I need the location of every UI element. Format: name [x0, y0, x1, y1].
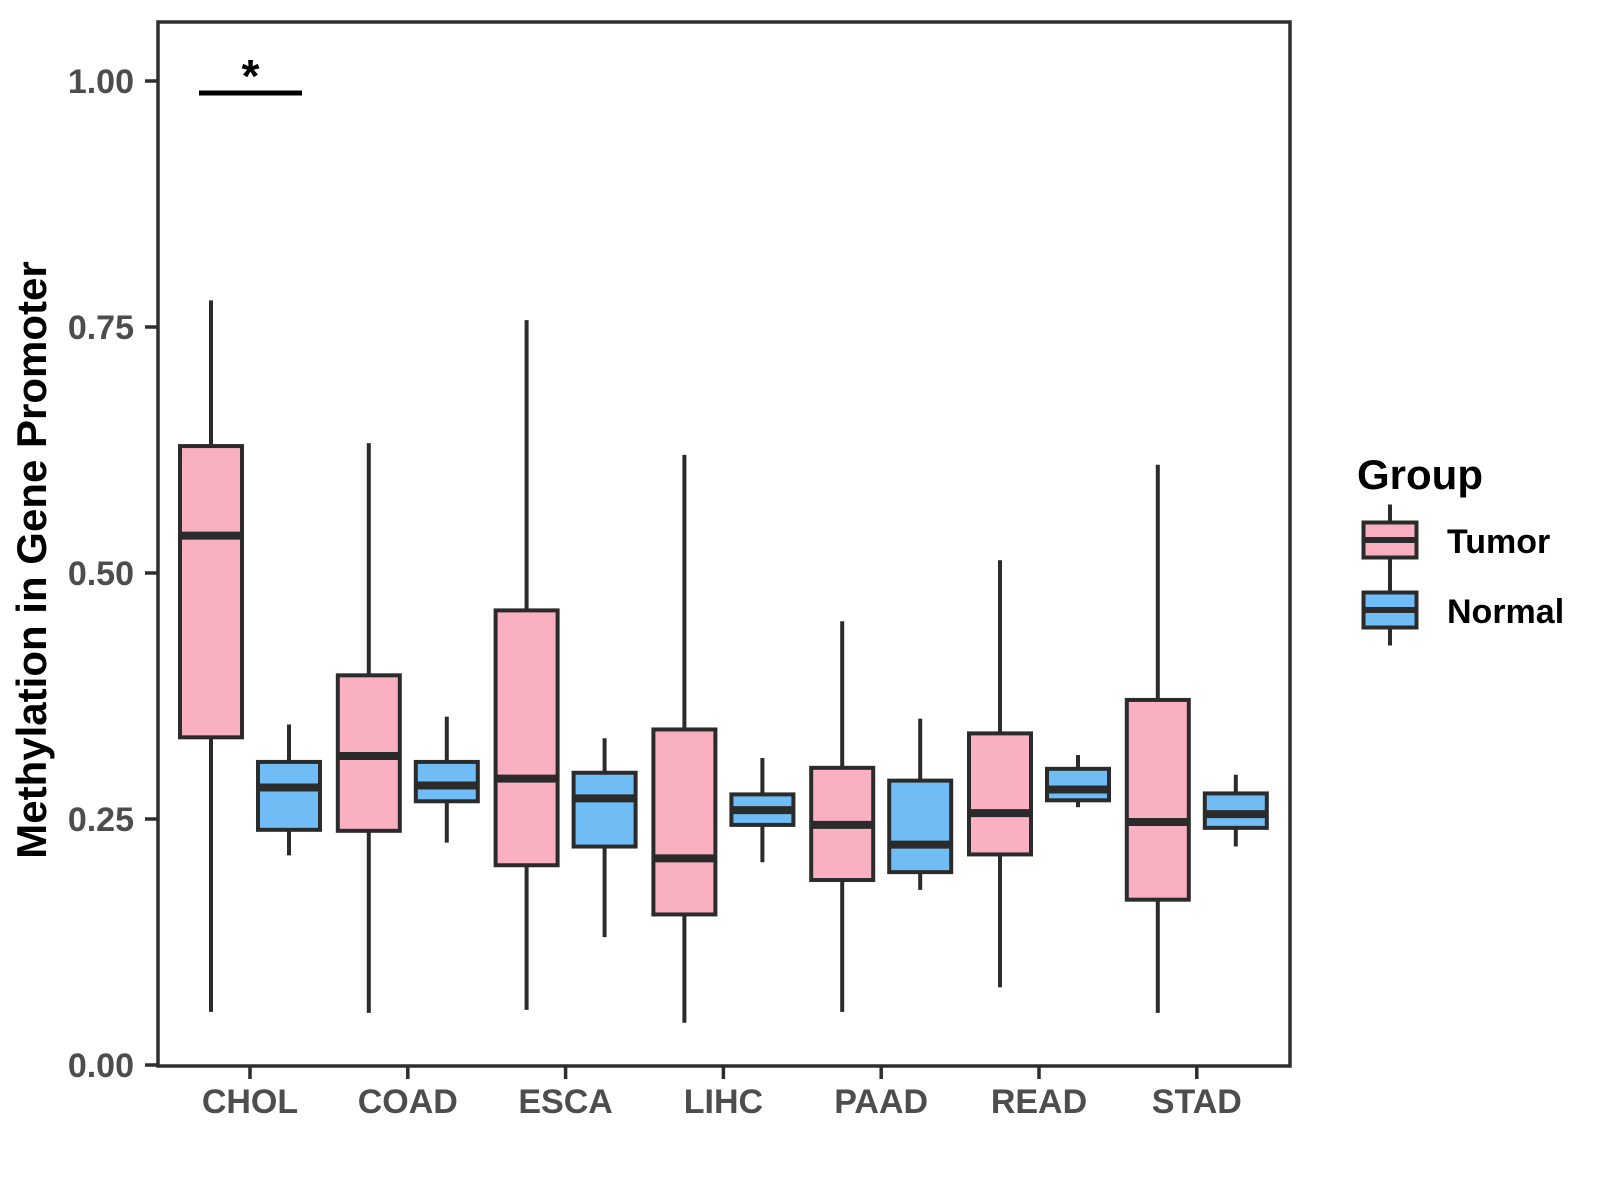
y-axis-tick-label: 0.00	[68, 1047, 134, 1085]
box-normal-CHOL	[256, 759, 322, 832]
y-axis-title: Methylation in Gene Promoter	[8, 261, 55, 858]
box-tumor-STAD	[1124, 697, 1191, 902]
y-axis-tick-label: 0.25	[68, 801, 134, 839]
legend-label-normal: Normal	[1447, 593, 1564, 631]
significance-star: *	[242, 50, 260, 102]
x-axis-category-label: STAD	[1152, 1083, 1242, 1121]
plot-panel-border	[156, 20, 1292, 1068]
y-axis-tick-label: 0.50	[68, 555, 134, 593]
box-normal-READ	[1045, 766, 1111, 803]
y-axis-tick-label: 1.00	[68, 63, 134, 101]
y-axis-tick-label: 0.75	[68, 309, 134, 347]
x-axis-category-label: CHOL	[202, 1083, 298, 1121]
box-tumor-READ	[967, 731, 1033, 857]
box-tumor-ESCA	[493, 608, 560, 868]
x-axis-category-label: READ	[991, 1083, 1087, 1121]
x-axis-category-label: ESCA	[518, 1083, 612, 1121]
box-tumor-LIHC	[651, 727, 718, 917]
box-normal-ESCA	[571, 770, 638, 849]
legend-label-tumor: Tumor	[1447, 523, 1550, 561]
x-axis-category-label: LIHC	[684, 1083, 763, 1121]
box-normal-PAAD	[887, 778, 954, 875]
x-axis-category-label: PAAD	[834, 1083, 928, 1121]
x-axis-category-label: COAD	[358, 1083, 458, 1121]
legend-title: Group	[1357, 451, 1483, 498]
box-tumor-CHOL	[178, 444, 244, 740]
